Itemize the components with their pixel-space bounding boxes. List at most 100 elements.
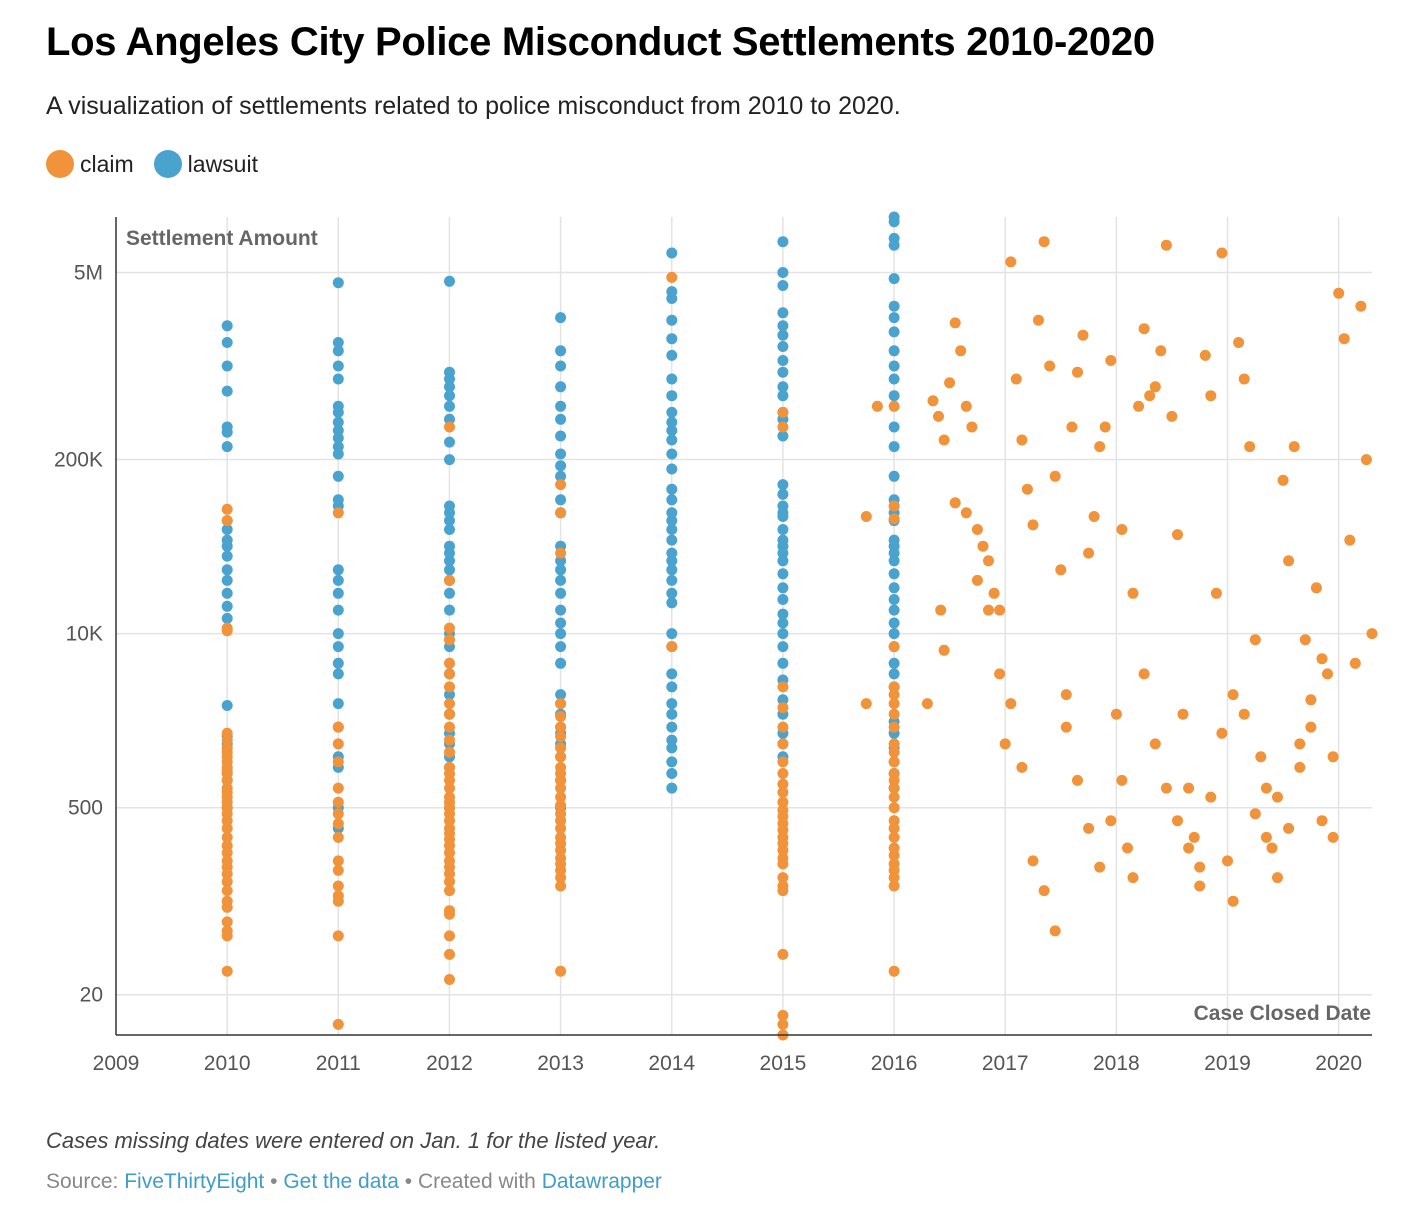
point-lawsuit <box>777 430 789 442</box>
point-lawsuit <box>666 314 678 326</box>
point-claim <box>994 668 1006 680</box>
point-claim <box>1016 434 1028 446</box>
point-claim <box>1110 708 1122 720</box>
point-claim <box>1010 373 1022 385</box>
point-claim <box>1344 534 1356 546</box>
y-tick-label: 10K <box>66 623 103 646</box>
point-lawsuit <box>444 587 455 599</box>
point-claim <box>1105 815 1117 827</box>
point-lawsuit <box>555 587 567 599</box>
point-lawsuit <box>666 390 678 402</box>
point-claim <box>1027 855 1039 867</box>
point-lawsuit <box>666 483 678 495</box>
point-claim <box>444 668 455 680</box>
point-claim <box>555 822 567 834</box>
point-lawsuit <box>888 239 900 251</box>
legend: claim lawsuit <box>46 150 278 178</box>
point-claim <box>888 708 900 720</box>
point-claim <box>888 822 900 834</box>
point-claim <box>1144 390 1156 402</box>
point-claim <box>1238 708 1250 720</box>
point-lawsuit <box>555 345 567 357</box>
point-claim <box>888 782 900 794</box>
point-claim <box>444 948 455 960</box>
point-lawsuit <box>221 385 233 397</box>
point-lawsuit <box>666 463 678 475</box>
point-claim <box>983 555 994 567</box>
point-lawsuit <box>777 608 789 620</box>
point-lawsuit <box>666 574 678 586</box>
point-lawsuit <box>666 708 678 720</box>
point-lawsuit <box>888 555 900 567</box>
x-tick-label: 2013 <box>537 1052 584 1075</box>
point-claim <box>777 844 789 856</box>
point-claim <box>777 681 789 693</box>
y-axis-label: Settlement Amount <box>126 227 318 250</box>
point-lawsuit <box>888 668 900 680</box>
point-claim <box>221 503 233 515</box>
point-claim <box>960 507 972 519</box>
get-data-link[interactable]: Get the data <box>283 1170 399 1193</box>
point-claim <box>1338 333 1350 345</box>
point-claim <box>444 622 455 634</box>
point-lawsuit <box>666 425 678 436</box>
point-claim <box>777 421 789 433</box>
point-claim <box>777 858 789 870</box>
point-lawsuit <box>666 293 678 304</box>
point-claim <box>555 799 567 811</box>
point-lawsuit <box>888 470 900 482</box>
point-claim <box>927 395 939 407</box>
point-claim <box>1283 555 1295 567</box>
point-lawsuit <box>777 236 789 248</box>
point-lawsuit <box>332 416 344 428</box>
point-lawsuit <box>444 454 455 466</box>
point-claim <box>332 880 344 892</box>
point-claim <box>888 774 900 786</box>
point-lawsuit <box>444 381 455 393</box>
point-lawsuit <box>777 694 789 706</box>
point-claim <box>1049 470 1061 482</box>
point-lawsuit <box>666 782 678 794</box>
point-lawsuit <box>444 275 455 287</box>
point-lawsuit <box>221 612 233 624</box>
point-lawsuit <box>777 488 789 500</box>
point-lawsuit <box>555 657 567 669</box>
point-lawsuit <box>444 436 455 448</box>
source-link[interactable]: FiveThirtyEight <box>124 1170 265 1193</box>
point-claim <box>1266 842 1278 854</box>
point-claim <box>1272 791 1283 803</box>
point-claim <box>555 872 567 884</box>
point-claim <box>777 738 789 750</box>
point-lawsuit <box>666 247 678 259</box>
point-claim <box>444 908 455 920</box>
point-lawsuit <box>221 700 233 711</box>
point-lawsuit <box>777 547 789 559</box>
point-claim <box>1160 239 1172 251</box>
point-claim <box>1216 247 1228 259</box>
point-lawsuit <box>777 479 789 491</box>
point-lawsuit <box>555 641 567 653</box>
point-lawsuit <box>777 307 789 319</box>
point-claim <box>1005 256 1017 268</box>
datawrapper-link[interactable]: Datawrapper <box>541 1170 662 1193</box>
point-claim <box>221 876 233 888</box>
point-lawsuit <box>777 641 789 653</box>
point-claim <box>1349 657 1361 669</box>
point-lawsuit <box>666 628 678 640</box>
point-claim <box>888 698 900 710</box>
point-claim <box>935 604 947 616</box>
point-lawsuit <box>777 582 789 594</box>
point-lawsuit <box>555 413 567 425</box>
point-claim <box>1172 529 1183 541</box>
point-lawsuit <box>555 564 567 576</box>
point-lawsuit <box>444 524 455 535</box>
point-lawsuit <box>555 470 567 482</box>
point-claim <box>555 751 567 763</box>
point-claim <box>1122 842 1133 854</box>
point-lawsuit <box>332 432 344 444</box>
point-claim <box>1138 323 1150 335</box>
point-claim <box>332 721 344 733</box>
y-axis-ticks: 20 500 10K 200K 5M <box>54 262 103 1007</box>
x-tick-label: 2010 <box>204 1052 251 1075</box>
